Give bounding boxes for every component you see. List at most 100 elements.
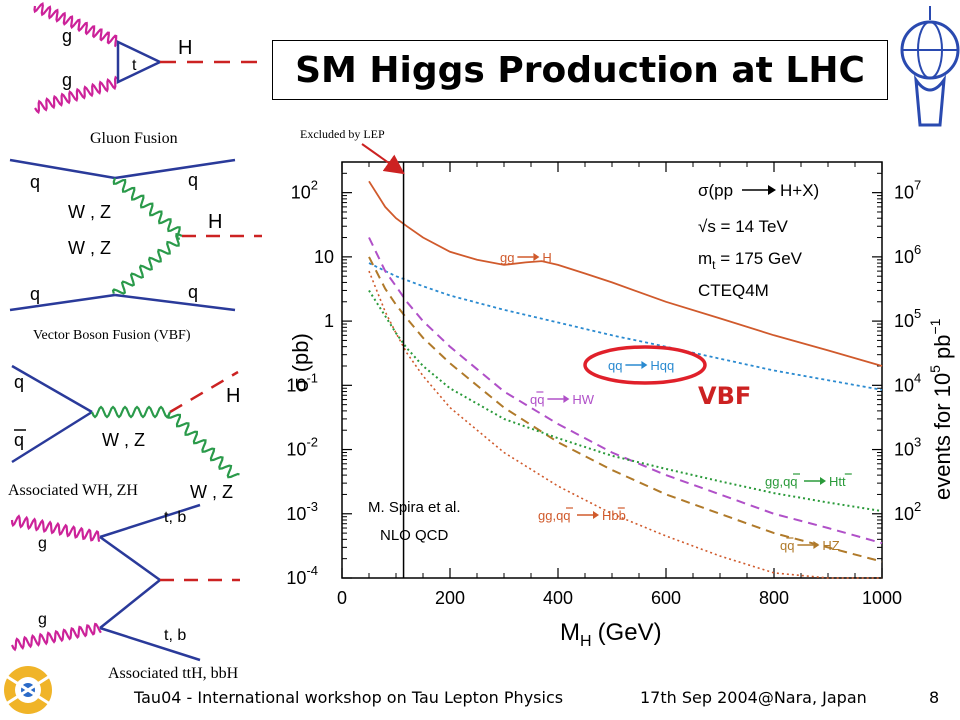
associated-wh-caption: Associated WH, ZH xyxy=(8,482,138,499)
svg-text:√s = 14 TeV: √s = 14 TeV xyxy=(698,217,788,236)
slide-title: SM Higgs Production at LHC xyxy=(295,49,865,91)
y-right-tick-label: 104 xyxy=(894,370,921,395)
x-axis-title-unit: (GeV) xyxy=(598,619,662,646)
quark-in xyxy=(11,364,93,414)
y-right-title-unit-exp: −1 xyxy=(927,318,943,334)
gluon-line-1 xyxy=(33,2,118,48)
x-tick-label: 1000 xyxy=(862,588,902,608)
y-tick-label: 10-2 xyxy=(286,435,318,460)
series-labels: gg Hqq Hqq qq HW qq HZ gg,qq Htt gg,qq Hbb xyxy=(500,250,852,553)
x-axis-title-main: M xyxy=(560,619,580,646)
tick-marks: 0 200 400 600 800 1000 102 10 1 10-1 10-2 10-3 10-4 1… xyxy=(286,161,921,608)
y-right-title-exp: 5 xyxy=(927,365,943,373)
series-line-htt xyxy=(368,289,883,513)
y-right-tick-label: 102 xyxy=(894,499,921,524)
y-tick-label: 10-1 xyxy=(286,370,318,395)
boson-line-2 xyxy=(111,233,183,295)
boson-propagator xyxy=(90,405,172,419)
label-q: q xyxy=(14,372,24,392)
series-lines xyxy=(368,180,883,579)
y-right-tick-label: 105 xyxy=(894,306,921,331)
conference-logo xyxy=(4,666,52,714)
svg-text:qq: qq xyxy=(780,538,794,553)
lep-annotation: Excluded by LEP xyxy=(300,127,385,141)
y-right-title-main: events for 10 xyxy=(930,373,955,500)
svg-text:Hbb: Hbb xyxy=(602,508,626,523)
label-wz-out: W , Z xyxy=(190,482,233,502)
credit-line-2: NLO QCD xyxy=(380,527,449,544)
series-label-htt: gg,qq Htt xyxy=(765,473,852,489)
label-q3: q xyxy=(30,284,40,304)
y-right-tick-label: 107 xyxy=(894,178,921,203)
series-label-hbb: gg,qq Hbb xyxy=(538,507,626,523)
info-line: σ(pp H+X) xyxy=(698,181,819,200)
svg-text:qq: qq xyxy=(608,358,622,373)
label-wz1: W , Z xyxy=(68,202,111,222)
gluon-line-4 xyxy=(11,622,102,652)
svg-text:HZ: HZ xyxy=(822,538,839,553)
x-tick-label: 800 xyxy=(759,588,789,608)
vbf-annotation: VBF xyxy=(698,382,751,410)
quark-in-top xyxy=(9,158,116,180)
label-g1: g xyxy=(62,26,72,46)
x-axis-title-sub: H xyxy=(580,633,592,650)
quark-in-bottom xyxy=(9,293,116,312)
label-g4: g xyxy=(38,611,47,628)
svg-text:σ(pp: σ(pp xyxy=(698,181,733,200)
x-tick-label: 600 xyxy=(651,588,681,608)
y-axis-right-title: events for 105 pb−1 xyxy=(927,318,955,500)
antiquark-in xyxy=(11,410,93,464)
top-internal-2 xyxy=(99,579,161,629)
svg-text:H: H xyxy=(542,250,551,265)
vbf-caption: Vector Boson Fusion (VBF) xyxy=(33,328,191,343)
series-label-vbf: qq Hqq xyxy=(608,358,674,373)
info-line: mt = 175 GeV xyxy=(698,249,803,272)
series-line-vbf xyxy=(368,262,883,391)
top-out-2 xyxy=(99,626,201,662)
y-tick-label: 10-4 xyxy=(286,563,318,588)
label-t: t xyxy=(132,57,137,74)
label-g2: g xyxy=(62,70,72,90)
svg-text:mt = 175 GeV: mt = 175 GeV xyxy=(698,249,803,272)
series-line-gg xyxy=(368,180,883,367)
svg-text:HW: HW xyxy=(572,392,594,407)
label-g3: g xyxy=(38,535,47,552)
top-internal xyxy=(99,535,161,582)
gluon-line-2 xyxy=(34,75,118,115)
lep-annotation-arrow xyxy=(361,143,405,175)
label-h-wh: H xyxy=(226,385,240,407)
associated-tth-diagram: g g t, b t, b xyxy=(10,503,240,662)
footer-right: 17th Sep 2004@Nara, Japan xyxy=(640,688,867,707)
label-q2: q xyxy=(188,170,198,190)
svg-text:MH(GeV): MH (GeV) xyxy=(560,619,662,650)
footer-left: Tau04 - International workshop on Tau Le… xyxy=(134,688,564,707)
atlas-logo xyxy=(900,6,960,127)
info-block: σ(pp H+X) √s = 14 TeV mt = 175 GeV CTEQ4M xyxy=(698,181,819,300)
svg-text:gg,qq: gg,qq xyxy=(765,474,798,489)
y-right-tick-label: 103 xyxy=(894,435,921,460)
svg-text:CTEQ4M: CTEQ4M xyxy=(698,281,769,300)
label-h-vbf: H xyxy=(208,211,222,233)
svg-text:H+X): H+X) xyxy=(780,181,819,200)
x-tick-label: 200 xyxy=(435,588,465,608)
svg-text:Hqq: Hqq xyxy=(650,358,674,373)
series-line-hw xyxy=(368,237,883,545)
higgs-line-wh xyxy=(169,370,239,414)
top-loop xyxy=(116,40,163,84)
slide-title-box: SM Higgs Production at LHC xyxy=(272,40,888,100)
page-number: 8 xyxy=(929,688,940,707)
series-label-hz: qq HZ xyxy=(780,537,840,553)
associated-tth-caption: Associated ttH, bbH xyxy=(108,665,239,682)
vbf-highlight-circle xyxy=(583,345,707,385)
series-line-hbb xyxy=(368,270,882,579)
label-h-ggf: H xyxy=(178,37,192,59)
label-wz2: W , Z xyxy=(68,238,111,258)
y-right-title-unit: pb xyxy=(930,335,955,359)
svg-text:qq: qq xyxy=(530,392,544,407)
label-qbar: q xyxy=(14,430,24,450)
y-right-tick-label: 106 xyxy=(894,242,921,267)
vbf-diagram: q q q q W , Z W , Z H xyxy=(9,158,262,312)
boson-line-1 xyxy=(112,177,181,241)
credit-line-1: M. Spira et al. xyxy=(368,499,461,516)
